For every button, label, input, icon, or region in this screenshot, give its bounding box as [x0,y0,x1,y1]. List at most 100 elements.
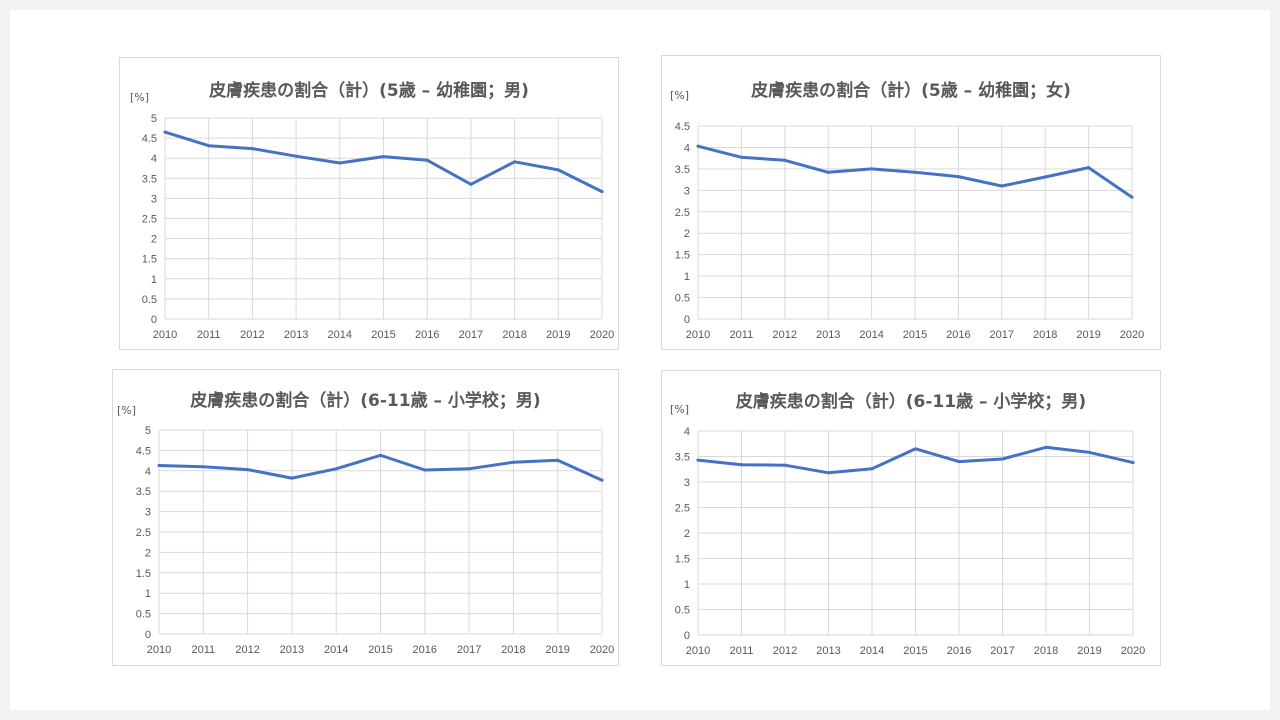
y-tick-label: 1 [684,271,690,283]
y-tick-label: 0.5 [675,293,690,305]
data-point [382,155,385,159]
x-tick-label: 2014 [328,329,352,341]
x-tick-label: 2015 [903,329,927,341]
x-tick-label: 2018 [1033,329,1057,341]
data-point [1001,457,1004,461]
x-tick-label: 2013 [816,329,840,341]
y-tick-label: 1.5 [675,554,690,566]
data-point [513,160,517,164]
x-tick-label: 2011 [191,644,215,656]
x-tick-label: 2016 [946,329,970,341]
x-tick-label: 2019 [545,644,569,656]
x-tick-label: 2012 [773,329,797,341]
y-tick-label: 1 [145,588,151,600]
y-tick-label: 1.5 [675,250,690,262]
y-tick-label: 0.5 [675,605,690,617]
data-point [1130,195,1134,199]
y-tick-label: 3.5 [142,173,157,185]
x-tick-label: 2010 [686,329,710,341]
x-tick-label: 2018 [502,329,526,341]
data-point [163,130,167,134]
data-point [913,170,917,174]
data-point [511,460,515,464]
data-point [1043,175,1047,179]
x-tick-label: 2015 [371,329,395,341]
data-point [600,478,604,482]
y-tick-label: 3.5 [675,164,690,176]
x-tick-label: 2014 [324,644,348,656]
y-tick-label: 0 [145,629,151,641]
x-tick-label: 2010 [686,645,710,657]
data-point [870,467,874,471]
data-point [826,170,830,174]
line-plot: 0 0.5 1 1.5 2 2.5 3 3.5 4 4.5 5 2010 2011 2012 2013 201… [136,425,615,656]
y-tick-label: 2.5 [136,527,151,539]
data-point [556,168,560,172]
x-tick-label: 2017 [990,645,1014,657]
data-point [600,190,604,194]
line-plot: 0 0.5 1 1.5 2 2.5 3 3.5 4 4.5 5 2010 2011 2012 2013 201… [142,113,615,341]
y-tick-label: 4.5 [136,445,151,457]
y-tick-label: 0.5 [136,609,151,621]
data-point [1087,166,1091,170]
y-tick-label: 2 [684,528,690,540]
y-tick-label: 3 [684,477,690,489]
chart-elementary-male-2: 皮膚疾患の割合（計）(6-11歳 – 小学校；男) [%] 0 0.5 1 1.5 2 2… [661,370,1161,666]
line-plot: 0 0.5 1 1.5 2 2.5 3 3.5 4 4.5 2010 2011 2012 2013 2014… [675,121,1145,341]
y-tick-label: 0 [684,630,690,642]
data-point [290,476,294,480]
y-tick-label: 3 [684,185,690,197]
x-tick-label: 2019 [546,329,570,341]
data-point [207,144,211,148]
x-tick-label: 2017 [459,329,483,341]
data-point [425,158,429,162]
x-tick-label: 2013 [816,645,840,657]
data-point [696,144,700,148]
data-point [914,447,917,451]
x-tick-label: 2012 [240,329,264,341]
slide: 皮膚疾患の割合（計）(5歳 – 幼稚園；男) [%] 0 0.5 1 1.5 2 2.5 3… [10,10,1270,710]
y-tick-label: 1.5 [136,568,151,580]
x-tick-label: 2015 [368,644,392,656]
y-tick-label: 4.5 [142,133,157,145]
data-point [740,463,743,467]
y-tick-label: 2 [145,547,151,559]
x-tick-label: 2020 [1120,329,1144,341]
x-tick-label: 2012 [773,645,797,657]
y-tick-label: 4 [151,153,157,165]
data-point [956,175,960,179]
chart-kindergarten-female: 皮膚疾患の割合（計）(5歳 – 幼稚園；女) [%] 0 0.5 1 1.5 2 2.5 3… [661,55,1161,350]
data-point [294,154,298,158]
data-point [783,158,787,162]
data-point [157,463,161,467]
y-tick-label: 5 [151,113,157,125]
y-tick-label: 3 [151,193,157,205]
chart-title: 皮膚疾患の割合（計）(5歳 – 幼稚園；女) [751,81,1071,101]
x-tick-label: 2012 [235,644,259,656]
chart-title: 皮膚疾患の割合（計）(6-11歳 – 小学校；男) [735,392,1087,412]
x-tick-label: 2011 [730,329,754,341]
x-tick-label: 2014 [860,645,884,657]
x-tick-label: 2017 [457,644,481,656]
data-point [201,465,205,469]
x-tick-label: 2020 [590,644,614,656]
y-tick-label: 1.5 [142,254,157,266]
x-tick-label: 2016 [415,329,439,341]
data-point [246,468,250,472]
data-point [469,182,473,186]
x-tick-label: 2020 [590,329,614,341]
data-point [739,155,743,159]
y-tick-label: 2.5 [675,503,690,515]
y-tick-label: 3.5 [675,452,690,464]
x-tick-label: 2010 [153,329,177,341]
y-tick-label: 2 [684,228,690,240]
chart-title: 皮膚疾患の割合（計）(5歳 – 幼稚園；男) [209,81,529,101]
data-point [334,467,338,471]
x-tick-label: 2015 [903,645,927,657]
y-unit-label: [%] [670,403,690,416]
y-tick-label: 0.5 [142,294,157,306]
y-unit-label: [%] [130,91,150,104]
line-plot: 0 0.5 1 1.5 2 2.5 3 3.5 4 2010 2011 2012 2013 2014 201… [675,426,1146,657]
data-point [250,147,254,151]
x-tick-label: 2019 [1076,329,1100,341]
